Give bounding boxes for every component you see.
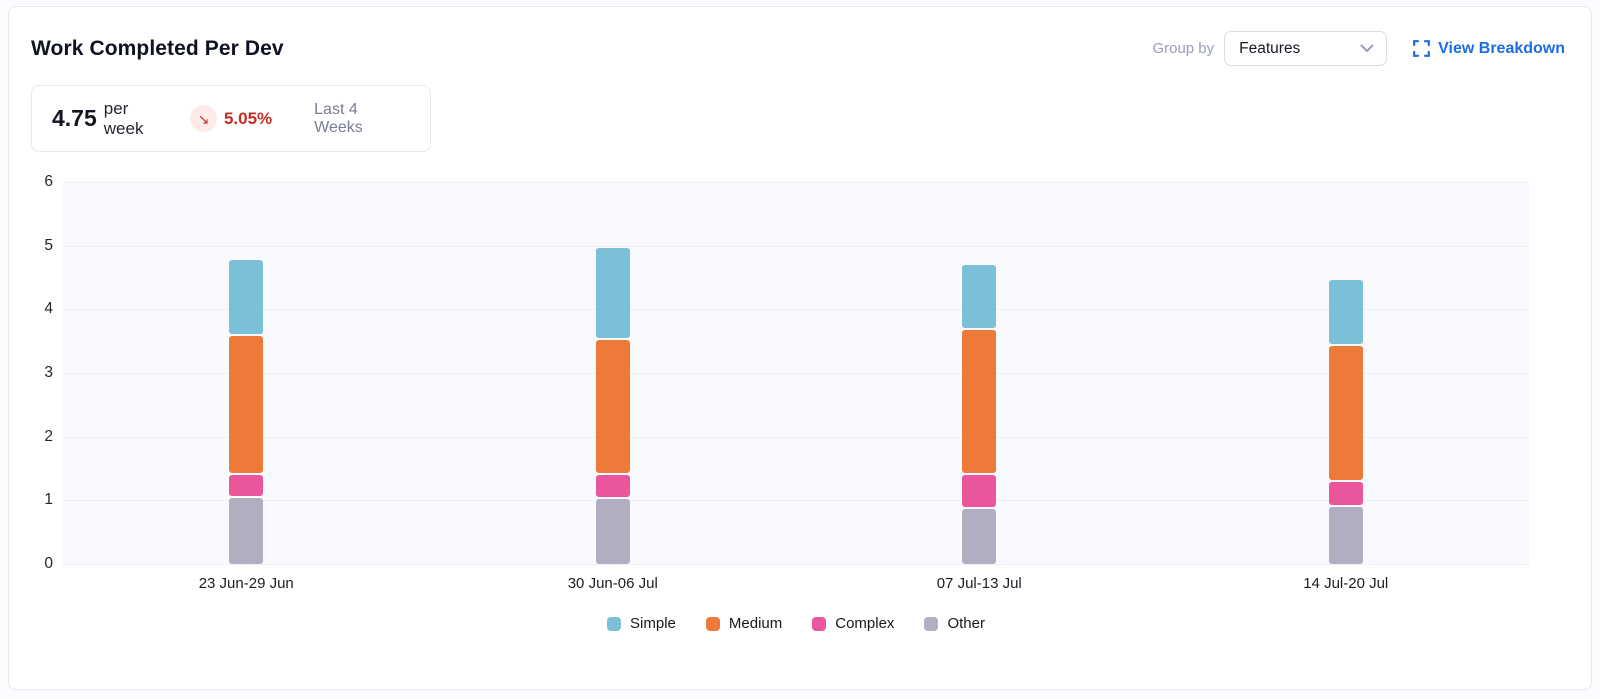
bar-segment-medium[interactable] [1328, 346, 1363, 480]
chart-plot-area [63, 182, 1529, 565]
legend-item-simple[interactable]: Simple [607, 615, 676, 632]
gridline [63, 373, 1529, 374]
gridline [63, 245, 1529, 247]
page-title: Work Completed Per Dev [31, 36, 284, 60]
chart-legend: Simple Medium Complex Other [63, 615, 1529, 632]
bar-segment-medium[interactable] [229, 336, 264, 473]
work-completed-card: Work Completed Per Dev Group by Features… [8, 6, 1592, 690]
trend-value: 5.05% [223, 108, 273, 128]
gridline [63, 436, 1529, 438]
bar-slot [1163, 182, 1530, 564]
legend-item-medium[interactable]: Medium [705, 615, 783, 632]
legend-label: Medium [728, 615, 783, 632]
trend-down-arrow-icon: ↘ [197, 110, 210, 127]
bar-segment-complex[interactable] [962, 474, 997, 508]
bar-segment-other[interactable] [229, 497, 264, 564]
bar-slot [63, 182, 430, 564]
y-tick-label: 3 [44, 364, 53, 381]
y-tick-label: 4 [44, 300, 53, 318]
gridline [63, 182, 1529, 183]
x-tick-label: 14 Jul-20 Jul [1303, 575, 1389, 592]
bar-segment-medium[interactable] [962, 329, 997, 473]
x-tick-label: 30 Jun-06 Jul [567, 575, 658, 592]
bar-segment-other[interactable] [1328, 507, 1363, 564]
stacked-bar-4[interactable] [1328, 182, 1363, 564]
gridline [63, 564, 1529, 565]
group-by-label: Group by [1152, 40, 1215, 57]
bar-segment-complex[interactable] [1328, 481, 1363, 506]
bar-segment-simple[interactable] [229, 260, 264, 335]
y-tick-label: 2 [44, 427, 53, 445]
bar-segment-other[interactable] [962, 509, 997, 564]
legend-color-chip [607, 616, 622, 631]
card-header: Work Completed Per Dev Group by Features… [31, 31, 1565, 66]
bar-segment-simple[interactable] [595, 247, 630, 338]
trend-badge: ↘ [190, 105, 217, 132]
expand-icon [1413, 40, 1431, 57]
legend-item-complex[interactable]: Complex [812, 615, 894, 632]
stat-period: Last 4 Weeks [314, 100, 363, 136]
legend-label: Simple [630, 615, 676, 632]
y-tick-label: 5 [44, 236, 53, 254]
bar-segment-other[interactable] [595, 499, 630, 564]
bar-segment-simple[interactable] [1328, 280, 1363, 345]
x-axis: 23 Jun-29 Jun 30 Jun-06 Jul 07 Jul-13 Jul 1… [63, 575, 1529, 592]
legend-color-chip [705, 616, 720, 631]
stacked-bar-1[interactable] [229, 182, 264, 564]
y-axis: 0 1 2 3 4 5 6 [9, 173, 53, 572]
stat-card: 4.75 per week ↘ 5.05% Last 4 Weeks [31, 85, 431, 152]
group-by-select[interactable]: Features [1224, 31, 1388, 66]
gridline [63, 500, 1529, 502]
x-tick-label: 23 Jun-29 Jun [198, 575, 294, 592]
y-tick-label: 6 [44, 173, 53, 190]
legend-item-other[interactable]: Other [924, 615, 985, 632]
y-tick-label: 0 [44, 555, 53, 572]
header-controls: Group by Features View Breakdown [1152, 31, 1565, 66]
stacked-bar-3[interactable] [962, 182, 997, 564]
bar-segment-complex[interactable] [595, 474, 630, 498]
bars-row [63, 182, 1529, 564]
bar-segment-simple[interactable] [962, 264, 997, 328]
bar-segment-complex[interactable] [229, 474, 264, 496]
view-breakdown-label: View Breakdown [1438, 39, 1565, 57]
bar-slot [430, 182, 797, 564]
stat-value: 4.75 [52, 105, 97, 131]
stacked-bar-2[interactable] [595, 182, 630, 564]
legend-color-chip [924, 616, 939, 631]
bar-slot [796, 182, 1163, 564]
stat-unit: per week [103, 98, 144, 138]
legend-color-chip [812, 616, 827, 631]
legend-label: Complex [835, 615, 895, 632]
x-tick-label: 07 Jul-13 Jul [936, 575, 1022, 592]
group-by-selected-value: Features [1239, 39, 1301, 57]
legend-label: Other [947, 615, 985, 632]
chevron-down-icon [1360, 44, 1374, 53]
gridline [63, 309, 1529, 311]
y-tick-label: 1 [44, 491, 53, 509]
bar-segment-medium[interactable] [595, 339, 630, 473]
view-breakdown-link[interactable]: View Breakdown [1413, 40, 1565, 58]
